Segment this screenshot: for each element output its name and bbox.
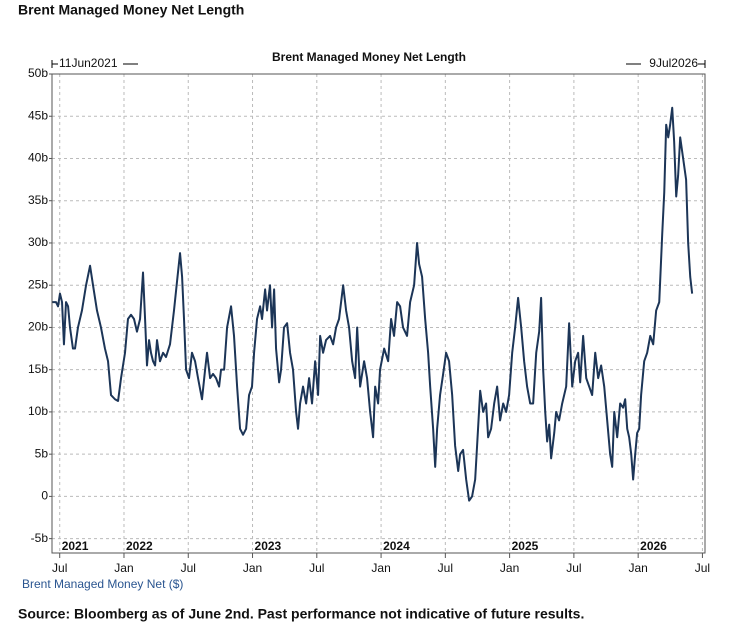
y-tick-label: 40b [28, 151, 48, 165]
plot-frame [51, 73, 706, 554]
y-tick-label: 0 [41, 489, 48, 503]
y-tick-label: 20b [28, 320, 48, 334]
year-label: 2024 [383, 539, 410, 553]
y-tick-label: 25b [28, 277, 48, 291]
year-label: 2021 [62, 539, 89, 553]
x-tick-label: Jan [243, 561, 262, 575]
x-tick-label: Jul [52, 561, 67, 575]
page-header: Brent Managed Money Net Length [18, 2, 244, 18]
y-tick-label: 35b [28, 193, 48, 207]
y-tick-label: 15b [28, 362, 48, 376]
series-line [52, 106, 694, 502]
x-tick-label: Jul [438, 561, 453, 575]
x-tick-label: Jul [695, 561, 710, 575]
x-tick-label: Jan [628, 561, 647, 575]
x-tick-label: Jul [181, 561, 196, 575]
grid [49, 73, 705, 558]
range-start-label: 11Jun2021 [59, 56, 118, 70]
year-label: 2025 [512, 539, 539, 553]
year-label: 2023 [255, 539, 282, 553]
y-tick-label: 45b [28, 108, 48, 122]
legend-entry: Brent Managed Money Net ($) [22, 577, 183, 591]
y-tick-label: 10b [28, 404, 48, 418]
x-tick-label: Jul [309, 561, 324, 575]
x-tick-label: Jan [114, 561, 133, 575]
year-label: 2026 [640, 539, 667, 553]
range-end-label: 9Jul2026 [649, 56, 698, 70]
chart-title: Brent Managed Money Net Length [272, 50, 466, 64]
y-tick-label: 30b [28, 235, 48, 249]
x-tick-label: Jul [566, 561, 581, 575]
source-note: Source: Bloomberg as of June 2nd. Past p… [18, 606, 584, 622]
plot [52, 106, 694, 502]
x-tick-label: Jan [371, 561, 390, 575]
y-tick-label: 5b [35, 446, 49, 460]
x-tick-label: Jan [500, 561, 519, 575]
y-tick-label: -5b [31, 531, 49, 545]
year-label: 2022 [126, 539, 153, 553]
y-tick-label: 50b [28, 66, 48, 80]
